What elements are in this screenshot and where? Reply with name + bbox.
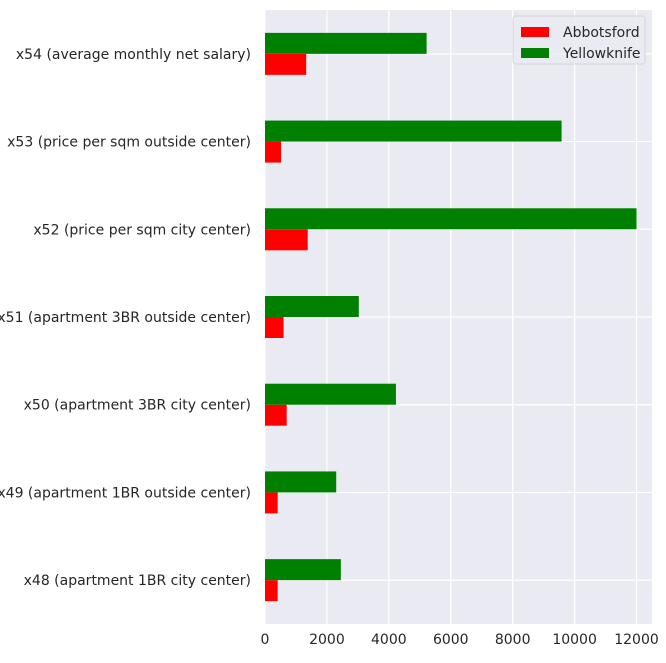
legend-swatch-yellowknife bbox=[521, 48, 549, 58]
bar-abbotsford-1 bbox=[265, 492, 278, 514]
bar-yellowknife-3 bbox=[265, 296, 359, 317]
legend-label-yellowknife: Yellowknife bbox=[562, 46, 641, 62]
bar-yellowknife-1 bbox=[265, 471, 337, 493]
x-tick-labels: 0 2000 4000 6000 8000 10000 12000 bbox=[261, 632, 659, 648]
bar-abbotsford-3 bbox=[265, 317, 284, 338]
bar-abbotsford-5 bbox=[265, 141, 282, 163]
x-tick-label: 10000 bbox=[552, 632, 597, 648]
y-tick-label: x48 (apartment 1BR city center) bbox=[24, 573, 251, 589]
bar-yellowknife-2 bbox=[265, 383, 396, 405]
x-tick-label: 6000 bbox=[433, 632, 469, 648]
bar-abbotsford-4 bbox=[265, 229, 308, 251]
x-tick-label: 4000 bbox=[371, 632, 407, 648]
bar-yellowknife-6 bbox=[265, 32, 427, 54]
bar-yellowknife-4 bbox=[265, 208, 637, 230]
y-tick-label: x53 (price per sqm outside center) bbox=[7, 135, 251, 151]
legend-swatch-abbotsford bbox=[521, 27, 549, 37]
legend-label-abbotsford: Abbotsford bbox=[563, 25, 640, 41]
y-tick-label: x51 (apartment 3BR outside center) bbox=[0, 310, 251, 326]
bar-yellowknife-0 bbox=[265, 559, 341, 581]
legend: Abbotsford Yellowknife bbox=[512, 15, 646, 65]
y-tick-label: x49 (apartment 1BR outside center) bbox=[0, 485, 251, 501]
y-tick-label: x52 (price per sqm city center) bbox=[33, 222, 251, 238]
x-tick-label: 0 bbox=[261, 632, 270, 648]
x-tick-label: 2000 bbox=[309, 632, 345, 648]
bar-yellowknife-5 bbox=[265, 120, 562, 142]
x-tick-label: 12000 bbox=[614, 632, 659, 648]
bar-abbotsford-6 bbox=[265, 53, 307, 75]
x-tick-label: 8000 bbox=[495, 632, 531, 648]
y-tick-label: x54 (average monthly net salary) bbox=[16, 47, 251, 63]
bar-abbotsford-0 bbox=[265, 580, 278, 602]
y-tick-label: x50 (apartment 3BR city center) bbox=[24, 398, 251, 414]
y-tick-labels: x48 (apartment 1BR city center) x49 (apar… bbox=[0, 47, 251, 589]
bars bbox=[265, 32, 637, 602]
bar-abbotsford-2 bbox=[265, 404, 287, 426]
